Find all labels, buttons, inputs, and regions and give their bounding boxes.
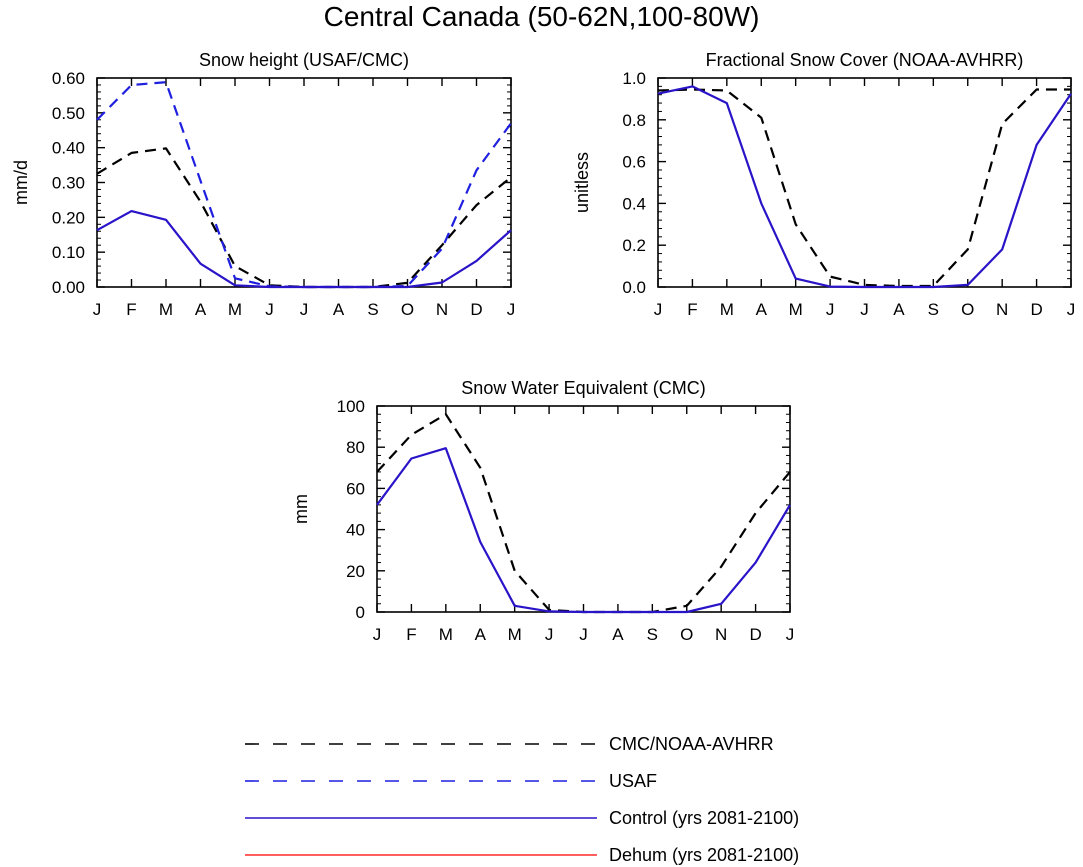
panel-title: Snow height (USAF/CMC) — [199, 50, 409, 70]
plot-frame — [96, 77, 512, 288]
y-tick-label: 20 — [346, 562, 365, 581]
y-tick-label: 0 — [356, 603, 365, 622]
x-tick-label: S — [928, 300, 939, 319]
series-line-usaf — [96, 81, 512, 289]
y-tick-label: 0.6 — [622, 153, 646, 172]
y-tick-label: 0.20 — [52, 208, 85, 227]
y-tick-label: 0.40 — [52, 139, 85, 158]
x-tick-label: N — [715, 625, 727, 644]
x-tick-label: J — [300, 300, 309, 319]
x-tick-label: J — [265, 300, 274, 319]
x-tick-label: A — [475, 625, 487, 644]
y-tick-label: 100 — [337, 397, 365, 416]
x-tick-label: N — [436, 300, 448, 319]
x-tick-label: M — [789, 300, 803, 319]
x-tick-label: A — [195, 300, 207, 319]
series-line-cmc-noaa-avhrr — [657, 88, 1071, 288]
x-tick-label: J — [1067, 300, 1076, 319]
legend-label: USAF — [609, 771, 657, 791]
y-tick-label: 0.00 — [52, 278, 85, 297]
series-line-cmc-noaa-avhrr — [376, 413, 791, 614]
x-tick-label: J — [826, 300, 835, 319]
panel-fractional-snow-cover: J F M A M J J A S O N D J 0.0 0.2 0.4 0.6 0.8 1.0 Fractiona… — [572, 50, 1075, 319]
y-tick-label: 0.60 — [52, 69, 85, 88]
legend-label: Dehum (yrs 2081-2100) — [609, 845, 799, 865]
series-line-control-yrs-2081-2100 — [376, 447, 791, 614]
x-tick-label: J — [860, 300, 869, 319]
x-tick-label: A — [756, 300, 768, 319]
y-tick-label: 0.10 — [52, 243, 85, 262]
legend-label: CMC/NOAA-AVHRR — [609, 734, 774, 754]
plot-frame — [657, 77, 1072, 288]
series-line-cmc-noaa-avhrr — [96, 147, 512, 289]
x-tick-label: J — [654, 300, 663, 319]
x-tick-label: M — [508, 625, 522, 644]
y-tick-label: 80 — [346, 438, 365, 457]
figure-title: Central Canada (50-62N,100-80W) — [323, 1, 760, 32]
legend: CMC/NOAA-AVHRR USAF Control (yrs 2081-2100… — [245, 734, 799, 865]
x-tick-label: J — [373, 625, 382, 644]
x-tick-label: M — [228, 300, 242, 319]
x-tick-label: J — [545, 625, 554, 644]
panel-snow-height: J F M A M J J A S O N D J 0.00 0.10 0.20 0.30 0.40 0.50 0.6… — [11, 50, 515, 319]
x-tick-label: O — [680, 625, 693, 644]
y-tick-label: 0.4 — [622, 194, 646, 213]
y-axis-label: mm — [291, 494, 311, 524]
plot-frame — [376, 405, 791, 613]
x-tick-label: J — [786, 625, 795, 644]
x-tick-label: O — [961, 300, 974, 319]
panel-title: Snow Water Equivalent (CMC) — [461, 378, 705, 398]
series-line-control-yrs-2081-2100 — [96, 210, 512, 289]
x-tick-label: F — [406, 625, 416, 644]
x-tick-label: O — [401, 300, 414, 319]
y-tick-label: 0.2 — [622, 236, 646, 255]
x-tick-label: M — [439, 625, 453, 644]
y-tick-label: 60 — [346, 479, 365, 498]
x-tick-label: A — [333, 300, 345, 319]
x-tick-label: D — [470, 300, 482, 319]
x-tick-label: M — [159, 300, 173, 319]
x-tick-label: F — [687, 300, 697, 319]
y-tick-label: 0.50 — [52, 104, 85, 123]
x-tick-label: S — [647, 625, 658, 644]
x-tick-label: A — [612, 625, 624, 644]
x-tick-label: M — [720, 300, 734, 319]
x-tick-label: F — [126, 300, 136, 319]
x-tick-label: S — [367, 300, 378, 319]
x-tick-label: D — [1030, 300, 1042, 319]
x-tick-label: A — [893, 300, 905, 319]
y-tick-label: 1.0 — [622, 69, 646, 88]
y-tick-label: 40 — [346, 521, 365, 540]
y-axis-label: mm/d — [11, 160, 31, 205]
x-tick-label: J — [579, 625, 588, 644]
x-tick-label: D — [749, 625, 761, 644]
x-tick-label: J — [507, 300, 516, 319]
y-axis-label: unitless — [572, 152, 592, 213]
panel-title: Fractional Snow Cover (NOAA-AVHRR) — [706, 50, 1024, 70]
legend-label: Control (yrs 2081-2100) — [609, 808, 799, 828]
y-tick-label: 0.8 — [622, 111, 646, 130]
y-tick-label: 0.0 — [622, 278, 646, 297]
x-tick-label: N — [996, 300, 1008, 319]
x-tick-label: J — [93, 300, 102, 319]
y-tick-label: 0.30 — [52, 174, 85, 193]
series-line-control-yrs-2081-2100 — [657, 85, 1072, 289]
